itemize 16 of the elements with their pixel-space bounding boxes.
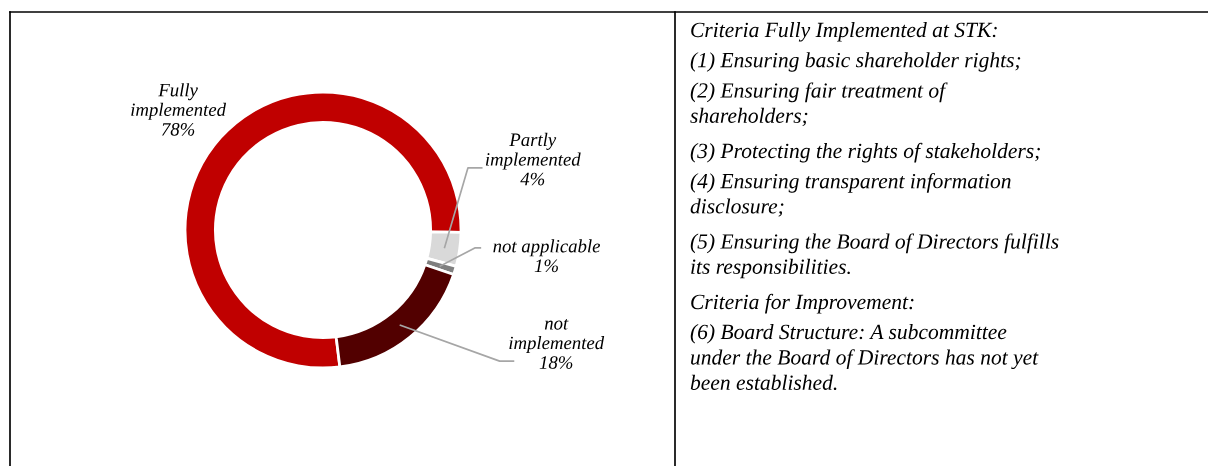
- data-label: 18%: [539, 356, 573, 369]
- slice-label: not implemented: [509, 318, 605, 354]
- text: (5) Ensuring the Board of Directors fulfills its responsibilities.: [690, 233, 1059, 279]
- text: Criteria Fully Implemented at STK:: [691, 22, 997, 42]
- text: Criteria for Improvement:: [691, 293, 914, 314]
- text: (6) Board Structure: A subcommittee under the Board of Directors has not yet been established.: [690, 324, 1039, 391]
- slice-label: Partly implemented: [485, 132, 581, 170]
- data-label: 78%: [162, 122, 195, 136]
- text: (1) Ensuring basic shareholder rights;: [690, 52, 1021, 72]
- text: (2) Ensuring fair treatment of shareholders;: [690, 82, 948, 127]
- slice-label: Fully implemented: [131, 83, 227, 120]
- data-label: 1%: [534, 259, 558, 273]
- slice-label: not applicable: [493, 239, 601, 257]
- text: (3) Protecting the rights of stakeholders;: [690, 142, 1040, 163]
- text: (4) Ensuring transparent information disclosure;: [690, 173, 1011, 217]
- data-label: 4%: [520, 172, 545, 186]
